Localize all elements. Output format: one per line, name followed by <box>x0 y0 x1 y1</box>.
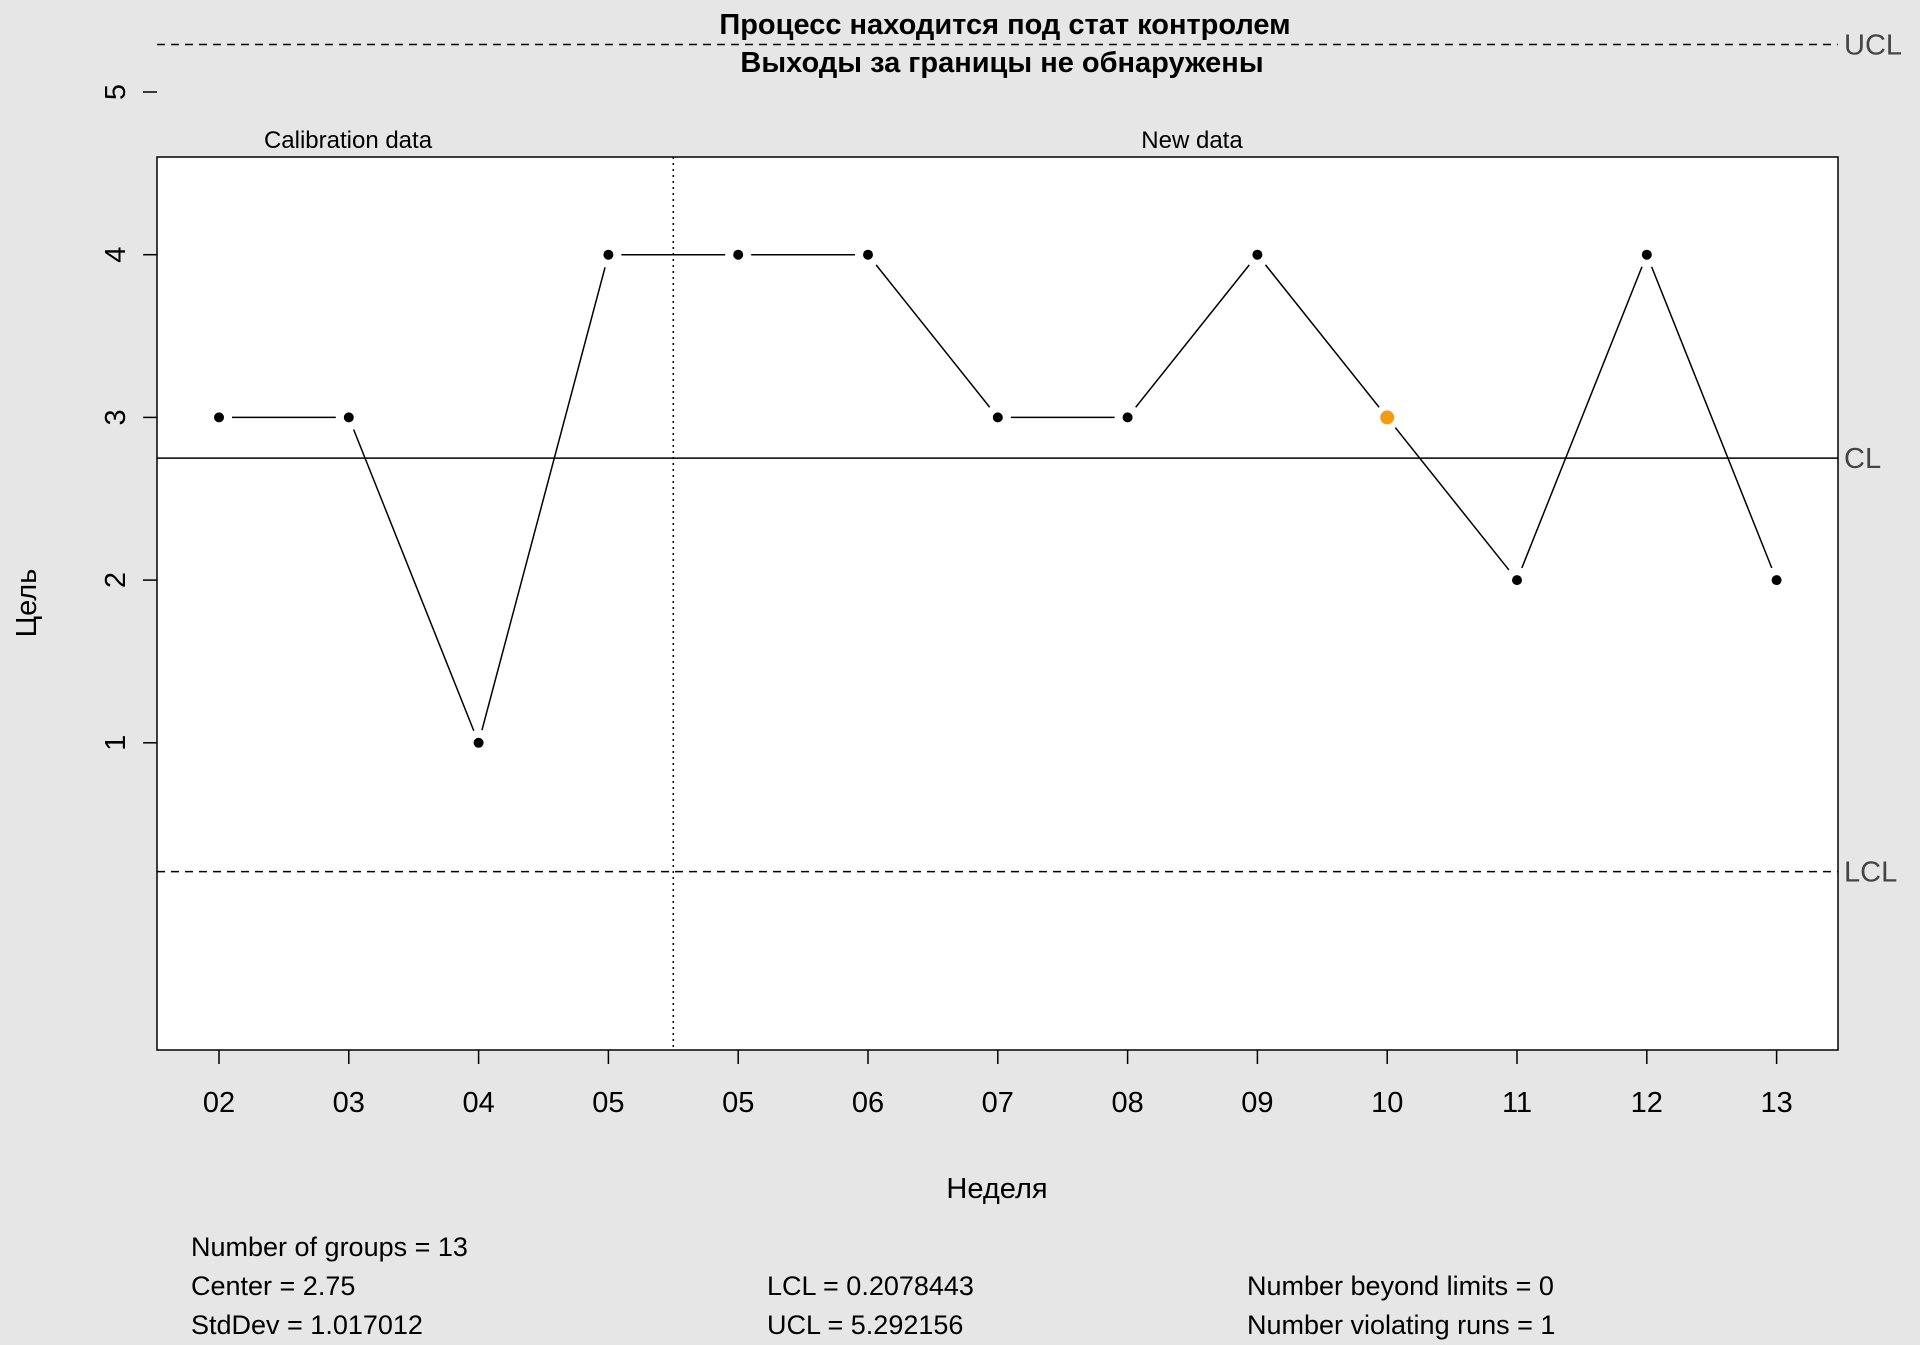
y-tick-label: 4 <box>100 247 132 263</box>
data-point <box>1122 412 1133 423</box>
x-tick-label: 05 <box>722 1087 754 1119</box>
series-segment <box>1394 427 1510 571</box>
data-point <box>733 249 744 260</box>
x-tick-label: 08 <box>1111 1087 1143 1119</box>
ucl-label: UCL <box>1844 29 1902 61</box>
summary-stddev: StdDev = 1.017012 <box>191 1310 423 1340</box>
x-tick-label: 13 <box>1760 1087 1792 1119</box>
plot-area <box>156 156 1839 1051</box>
data-point <box>343 412 354 423</box>
summary-lcl: LCL = 0.2078443 <box>767 1271 974 1301</box>
data-point <box>603 249 614 260</box>
x-tick-label: 03 <box>333 1087 365 1119</box>
data-point <box>473 737 484 748</box>
data-point <box>214 412 224 423</box>
summary-beyond-limits: Number beyond limits = 0 <box>1247 1271 1554 1301</box>
y-tick-label: 5 <box>100 84 132 100</box>
summary-groups: Number of groups = 13 <box>191 1232 468 1262</box>
cl-label: CL <box>1844 443 1881 475</box>
summary-center: Center = 2.75 <box>191 1271 356 1301</box>
series-segment <box>1521 266 1643 569</box>
x-tick-label: 11 <box>1502 1087 1532 1119</box>
series-segment <box>1650 266 1773 569</box>
y-tick-label: 1 <box>100 735 132 751</box>
x-tick-label: 09 <box>1241 1087 1273 1119</box>
summary-col1: Number of groups = 13 Center = 2.75 StdD… <box>191 1228 468 1345</box>
new-data-section-label: New data <box>1141 127 1243 154</box>
summary-violating-runs: Number violating runs = 1 <box>1247 1310 1556 1340</box>
x-tick-label: 06 <box>852 1087 884 1119</box>
data-point <box>1512 575 1522 586</box>
summary-col3: Number beyond limits = 0 Number violatin… <box>1247 1267 1555 1345</box>
data-point <box>863 249 873 260</box>
series-segment <box>1264 264 1380 408</box>
y-tick-label: 2 <box>100 572 132 588</box>
lcl-label: LCL <box>1844 857 1897 889</box>
x-tick-label: 07 <box>982 1087 1014 1119</box>
series-segment <box>352 429 475 732</box>
series-segment <box>875 264 991 408</box>
highlighted-data-point <box>1380 410 1395 425</box>
x-axis-title: Неделя <box>946 1173 1047 1205</box>
y-axis-title: Цель <box>11 569 43 638</box>
x-tick-label: 12 <box>1631 1087 1663 1119</box>
series-segment <box>481 267 606 731</box>
y-tick-label: 3 <box>100 409 132 425</box>
summary-ucl: UCL = 5.292156 <box>767 1310 964 1340</box>
x-tick-label: 05 <box>592 1087 624 1119</box>
x-tick-label: 04 <box>462 1087 494 1119</box>
data-point <box>992 412 1003 423</box>
chart-title-line1: Процесс находится под стат контролем <box>719 9 1290 41</box>
summary-col2: LCL = 0.2078443 UCL = 5.292156 <box>767 1267 974 1345</box>
x-tick-label: 02 <box>203 1087 235 1119</box>
chart-title-line2: Выходы за границы не обнаружены <box>740 47 1263 79</box>
data-point <box>1771 575 1782 586</box>
x-tick-label: 10 <box>1371 1087 1403 1119</box>
data-point <box>1641 249 1652 260</box>
series-segment <box>1135 264 1250 408</box>
data-point <box>1252 249 1263 260</box>
calibration-section-label: Calibration data <box>264 127 433 154</box>
